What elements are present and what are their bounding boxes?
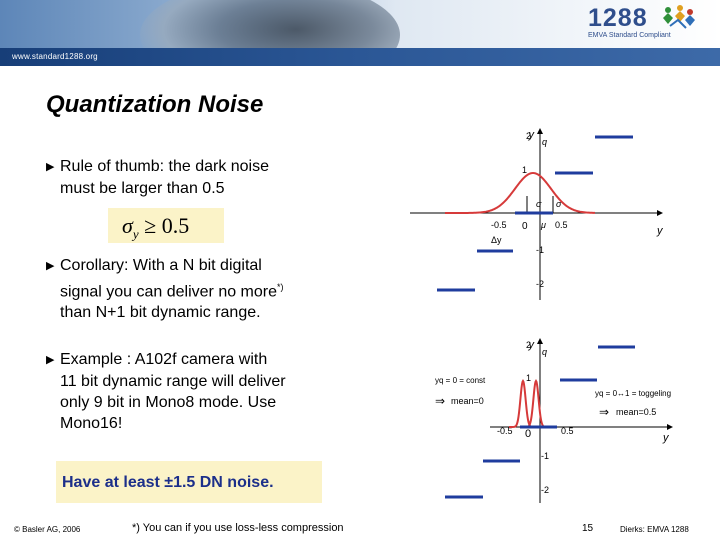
emva-logo: 1288 EMVA Standard Compliant — [588, 4, 700, 44]
footer-footnote: *) You can if you use loss-less compress… — [132, 522, 344, 534]
left-note-mean: mean=0 — [451, 396, 484, 406]
x-axis-label: y — [662, 432, 670, 444]
footnote-mark: *) — [277, 282, 284, 292]
footer-copyright: © Basler AG, 2006 — [14, 525, 81, 534]
y-tick-minus1: -1 — [536, 245, 544, 255]
bullet-arrow-icon: ▶ — [46, 260, 55, 272]
y-tick-1: 1 — [526, 373, 531, 383]
y-tick-2: 2 — [526, 340, 531, 350]
site-url: www.standard1288.org — [12, 52, 98, 61]
formula-box: σy ≥ 0.5 — [108, 208, 224, 243]
x-axis-label: y — [656, 225, 664, 237]
formula-subscript: y — [132, 226, 139, 242]
x-tick-05: 0.5 — [555, 220, 568, 230]
arrow-implies-icon: ⇒ — [435, 394, 445, 408]
page-number: 15 — [582, 523, 594, 534]
logo-subtitle: EMVA Standard Compliant — [588, 32, 671, 39]
right-note-mean: mean=0.5 — [616, 407, 656, 417]
sigma-right-label: σ — [556, 199, 562, 209]
highlight-text: Have at least ±1.5 DN noise. — [62, 474, 274, 491]
y-axis-label-sub: q — [542, 347, 547, 357]
arrow-implies-icon: ⇒ — [599, 405, 609, 419]
bullet-corollary: ▶ Corollary: With a N bit digital signal … — [46, 257, 284, 322]
mu-label: μ — [540, 220, 546, 230]
y-tick-2: 2 — [526, 131, 531, 141]
slide-title: Quantization Noise — [46, 91, 264, 118]
y-tick-1: 1 — [522, 165, 527, 175]
sigma-left-label: σ — [536, 199, 542, 209]
formula-relation: ≥ 0.5 — [144, 213, 190, 238]
diagram-quantization-gaussian: y q y 2 1 -1 -2 -0.5 0 0.5 μ Δy σ σ — [410, 128, 664, 300]
x-tick-minus05: -0.5 — [491, 220, 507, 230]
y-axis-label: y — [528, 339, 536, 351]
left-note-const: yq = 0 = const — [435, 376, 486, 385]
y-axis-label: y — [528, 129, 536, 141]
x-tick-0: 0 — [522, 221, 528, 232]
y-tick-minus1: -1 — [541, 451, 549, 461]
y-tick-minus2: -2 — [536, 279, 544, 289]
footer-author: Dierks: EMVA 1288 — [620, 525, 689, 534]
formula-symbol: σ — [122, 213, 133, 238]
bullet-arrow-icon: ▶ — [46, 161, 55, 173]
logo-figures-icon — [663, 5, 695, 29]
header-bar — [0, 48, 720, 66]
gaussian-curve — [445, 171, 596, 214]
highlight-box: Have at least ±1.5 DN noise. — [56, 461, 322, 503]
x-tick-minus05: -0.5 — [497, 426, 513, 436]
bullet-arrow-icon: ▶ — [46, 354, 55, 366]
y-axis-label-sub: q — [542, 137, 547, 147]
diagram-quantization-toggle: y q y 2 1 -1 -2 -0.5 0 0.5 yq = 0 = cons… — [435, 338, 673, 503]
bullet-rule-of-thumb: ▶ Rule of thumb: the dark noise must be l… — [46, 158, 270, 197]
bullet-example: ▶ Example : A102f camera with 11 bit dyna… — [46, 351, 286, 432]
logo-number: 1288 — [588, 4, 648, 32]
x-tick-0: 0 — [525, 428, 531, 440]
header-banner: www.standard1288.org 1288 EMVA Standard … — [0, 0, 720, 66]
right-note-toggle: yq = 0↔1 = toggeling — [595, 389, 671, 398]
y-tick-minus2: -2 — [541, 485, 549, 495]
x-tick-05: 0.5 — [561, 426, 574, 436]
delta-y-label: Δy — [491, 235, 502, 245]
